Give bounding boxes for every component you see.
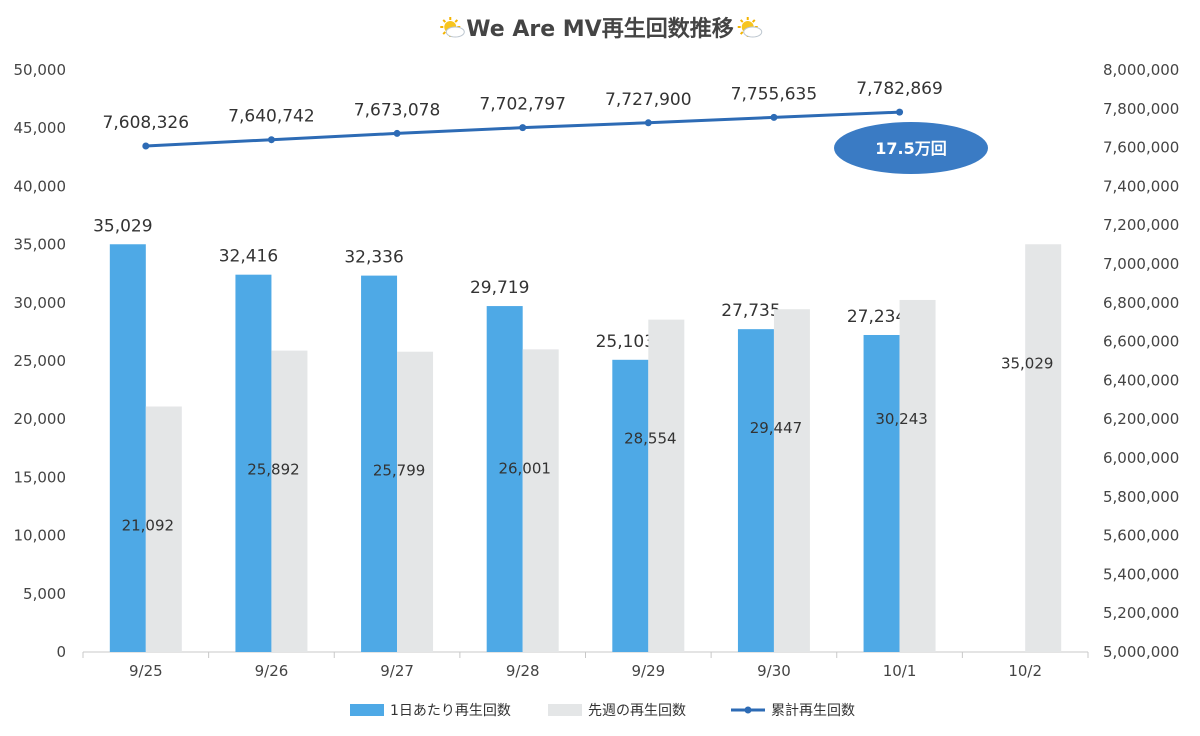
x-tick-label: 9/27 [380,662,414,680]
bar-daily-plays [486,306,523,652]
x-tick-label: 9/26 [255,662,289,680]
bar-last-week-plays-label: 35,029 [1001,354,1054,372]
line-cumulative-point [393,129,401,137]
x-tick-label: 9/30 [757,662,791,680]
annotation-bubble [834,122,988,174]
bar-daily-plays [235,274,272,652]
bar-daily-plays-label: 35,029 [93,216,152,236]
y-right-tick-label: 6,600,000 [1103,333,1179,351]
x-tick-label: 9/25 [129,662,163,680]
y-right-tick-label: 5,400,000 [1103,565,1179,583]
bar-last-week-plays-label: 25,799 [373,462,426,480]
y-right-tick-label: 5,600,000 [1103,527,1179,545]
bar-last-week-plays [271,350,308,652]
y-right-tick-label: 7,800,000 [1103,100,1179,118]
bar-last-week-plays-label: 30,243 [875,410,928,428]
line-cumulative-label: 7,608,326 [103,113,190,133]
bar-daily-plays-label: 32,336 [344,248,403,268]
y-right-tick-label: 8,000,000 [1103,61,1179,79]
y-right-tick-label: 6,200,000 [1103,410,1179,428]
y-right-tick-label: 6,400,000 [1103,371,1179,389]
legend-swatch-cumulative-marker [744,706,752,714]
y-left-tick-label: 40,000 [14,177,67,195]
bar-daily-plays-label: 25,103 [596,332,655,352]
line-cumulative-point [770,113,778,121]
y-right-tick-label: 5,800,000 [1103,488,1179,506]
sun-behind-cloud-icon [440,17,465,38]
bar-last-week-plays [773,309,810,652]
line-cumulative-label: 7,755,635 [731,84,818,104]
bar-daily-plays-label: 27,735 [721,301,780,321]
y-left-tick-label: 35,000 [14,236,67,254]
y-left-tick-label: 25,000 [14,352,67,370]
bar-daily-plays [737,329,774,652]
y-left-tick-label: 5,000 [23,585,66,603]
y-right-tick-label: 7,000,000 [1103,255,1179,273]
bar-last-week-plays-label: 21,092 [122,516,175,534]
y-left-tick-label: 15,000 [14,468,67,486]
y-right-tick-label: 5,200,000 [1103,604,1179,622]
y-right-tick-label: 7,400,000 [1103,177,1179,195]
y-left-tick-label: 20,000 [14,410,67,428]
line-cumulative-point [519,124,527,132]
y-left-tick-label: 45,000 [14,119,67,137]
x-tick-label: 10/1 [883,662,917,680]
line-cumulative-point [896,108,904,116]
y-right-tick-label: 6,800,000 [1103,294,1179,312]
bar-last-week-plays-label: 28,554 [624,430,677,448]
line-cumulative-label: 7,782,869 [856,79,943,99]
legend-label-cumulative: 累計再生回数 [771,703,855,719]
bar-daily-plays-label: 27,234 [847,307,906,327]
line-cumulative-point [644,119,652,127]
bar-daily-plays [361,275,398,652]
bar-last-week-plays-label: 29,447 [750,419,803,437]
line-cumulative-label: 7,702,797 [479,95,566,115]
bar-daily-plays-label: 32,416 [219,247,278,267]
x-tick-label: 10/2 [1008,662,1042,680]
bar-daily-plays [612,359,649,652]
annotation-text: 17.5万回 [875,139,946,158]
line-cumulative-label: 7,640,742 [228,107,315,127]
legend-label-daily: 1日あたり再生回数 [390,703,511,719]
y-right-tick-label: 7,200,000 [1103,216,1179,234]
line-cumulative-point [267,136,275,144]
bar-last-week-plays [145,406,182,652]
legend-swatch-last-week [548,704,582,716]
legend-swatch-daily [350,704,384,716]
y-right-tick-label: 6,000,000 [1103,449,1179,467]
sun-behind-cloud-icon [737,17,763,38]
line-cumulative-label: 7,673,078 [354,100,441,120]
bar-last-week-plays-label: 25,892 [247,461,300,479]
y-left-tick-label: 50,000 [14,61,67,79]
x-tick-label: 9/28 [506,662,540,680]
line-cumulative-point [142,142,150,150]
bar-daily-plays [863,334,900,652]
bar-last-week-plays [1025,244,1062,652]
y-right-tick-label: 7,600,000 [1103,139,1179,157]
bar-last-week-plays [522,349,559,652]
y-left-tick-label: 10,000 [14,527,67,545]
chart-title: We Are MV再生回数推移 [466,16,733,42]
legend-label-last-week: 先週の再生回数 [588,703,686,719]
bar-last-week-plays [648,319,685,652]
bar-last-week-plays [899,299,936,652]
bar-daily-plays-label: 29,719 [470,278,529,298]
x-tick-label: 9/29 [631,662,665,680]
bar-last-week-plays [397,351,434,652]
bar-last-week-plays-label: 26,001 [498,459,551,477]
y-left-tick-label: 0 [56,643,66,661]
line-cumulative-label: 7,727,900 [605,90,692,110]
bar-daily-plays [109,244,146,652]
y-right-tick-label: 5,000,000 [1103,643,1179,661]
y-left-tick-label: 30,000 [14,294,67,312]
